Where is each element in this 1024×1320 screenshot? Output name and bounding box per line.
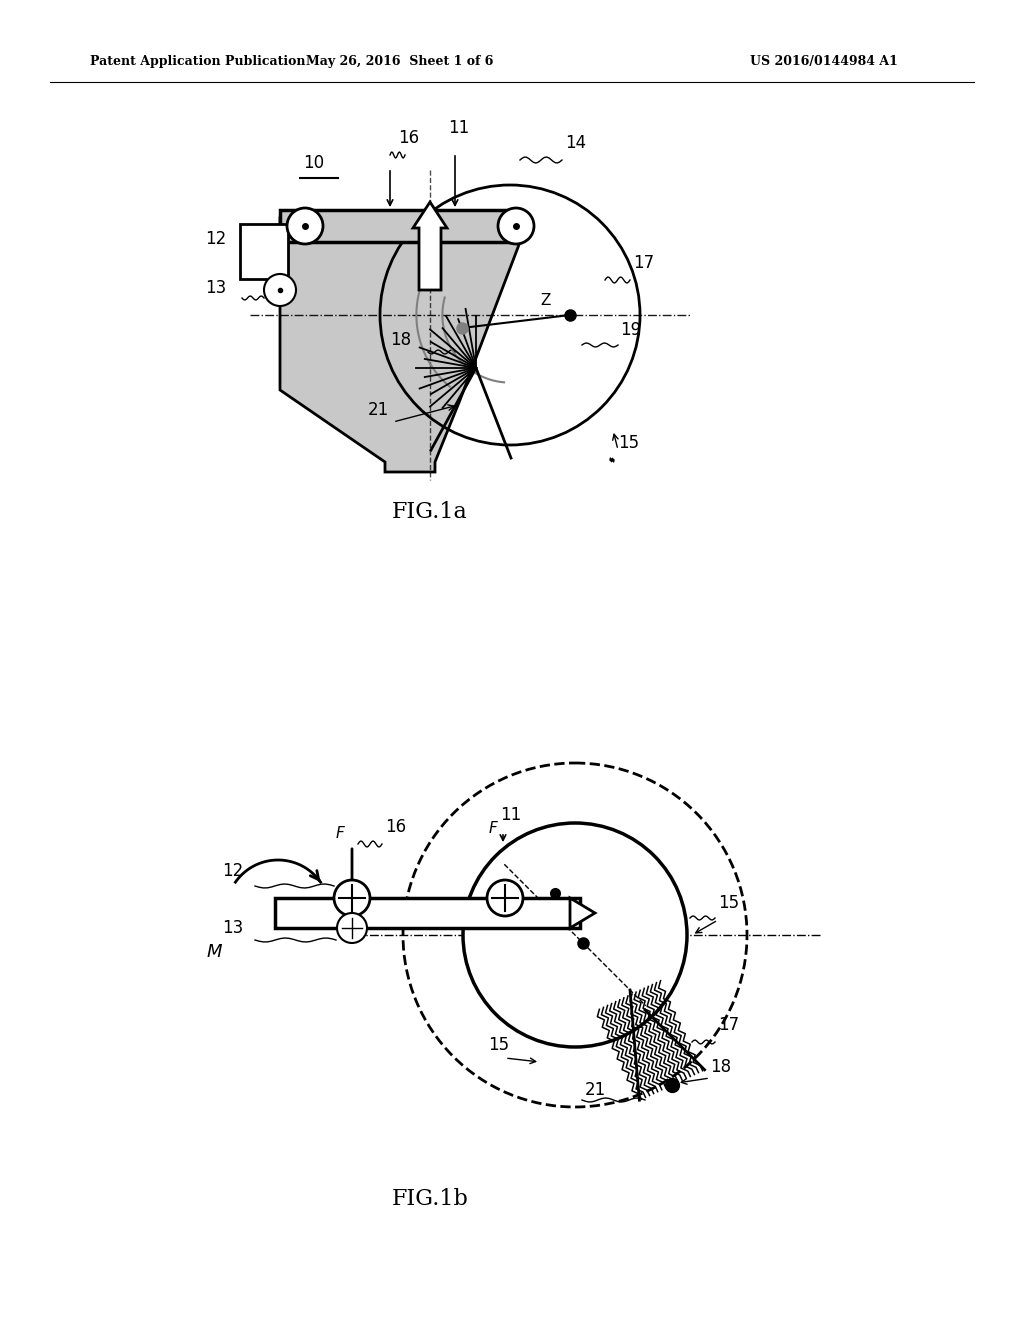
- Text: 17: 17: [718, 1016, 739, 1034]
- Text: 21: 21: [585, 1081, 606, 1100]
- Text: Z: Z: [540, 293, 550, 308]
- Text: 11: 11: [500, 807, 521, 824]
- Text: 17: 17: [633, 253, 654, 272]
- Text: 14: 14: [565, 135, 586, 152]
- Bar: [275, 898, 580, 928]
- Text: 12: 12: [205, 230, 226, 248]
- Text: 13: 13: [222, 919, 244, 937]
- Text: F: F: [488, 821, 498, 836]
- Circle shape: [463, 822, 687, 1047]
- Text: 18: 18: [390, 331, 411, 348]
- Text: 16: 16: [385, 818, 407, 836]
- Text: M: M: [207, 942, 222, 961]
- Text: 15: 15: [618, 434, 639, 451]
- Text: 18: 18: [710, 1059, 731, 1076]
- Circle shape: [498, 209, 534, 244]
- Text: 21: 21: [368, 401, 389, 418]
- Bar: [280, 210, 520, 242]
- Circle shape: [487, 880, 523, 916]
- Circle shape: [334, 880, 370, 916]
- Circle shape: [264, 275, 296, 306]
- Text: FIG.1b: FIG.1b: [391, 1188, 468, 1210]
- Text: 16: 16: [398, 129, 419, 147]
- FancyArrow shape: [413, 202, 447, 290]
- Text: FIG.1a: FIG.1a: [392, 502, 468, 523]
- Polygon shape: [570, 898, 595, 928]
- Text: 15: 15: [718, 894, 739, 912]
- Polygon shape: [280, 218, 520, 473]
- Text: 19: 19: [620, 321, 641, 339]
- Text: US 2016/0144984 A1: US 2016/0144984 A1: [750, 55, 898, 69]
- Text: May 26, 2016  Sheet 1 of 6: May 26, 2016 Sheet 1 of 6: [306, 55, 494, 69]
- Text: 15: 15: [488, 1036, 509, 1053]
- Text: 12: 12: [222, 862, 244, 880]
- Circle shape: [337, 913, 367, 942]
- Bar: [240, 224, 288, 279]
- Text: F: F: [336, 826, 344, 841]
- Text: 13: 13: [205, 279, 226, 297]
- Text: Patent Application Publication: Patent Application Publication: [90, 55, 305, 69]
- Text: 14: 14: [585, 824, 606, 842]
- Text: 10: 10: [303, 154, 325, 172]
- Circle shape: [287, 209, 323, 244]
- Text: 11: 11: [449, 119, 469, 137]
